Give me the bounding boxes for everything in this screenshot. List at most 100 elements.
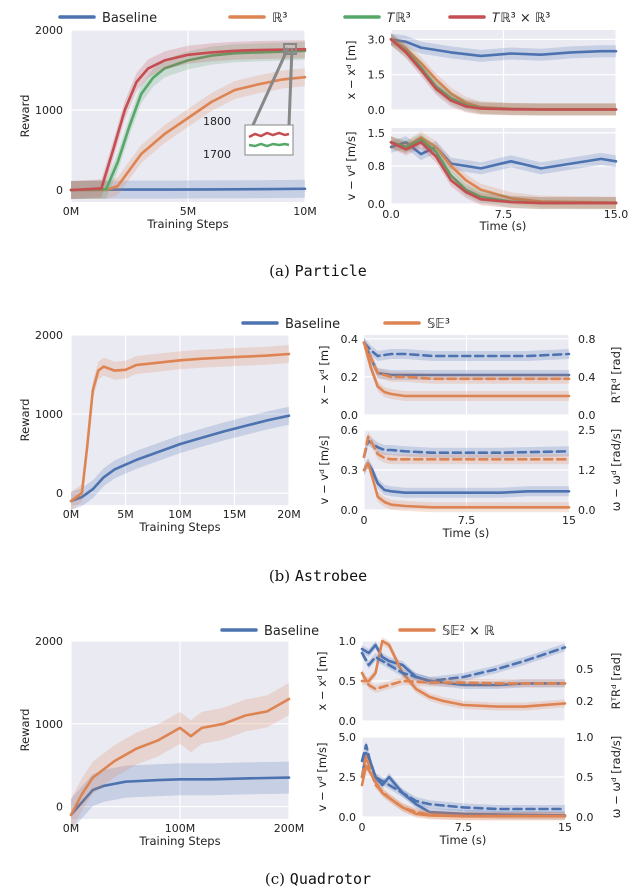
quadrotor-time-xtick: 7.5: [455, 821, 473, 834]
quadrotor-time-xtick: 0: [359, 821, 366, 834]
particle-position-series-0-band: [391, 33, 616, 62]
astrobee-omega-ylabel: ω − ωᵈ [rad/s]: [609, 429, 623, 511]
quadrotor-omega-ytick: 0.0: [576, 811, 594, 824]
astrobee-time-xtick: 7.5: [458, 514, 476, 527]
particle-time-xtick: 0.0: [382, 208, 400, 221]
quadrotor-position-series-3-band: [362, 669, 565, 693]
astrobee-reward-xtick: 20M: [277, 508, 301, 521]
quadrotor-caption-name: Quadrotor: [290, 870, 371, 888]
inset-panel: [244, 124, 294, 156]
particle-time-xtick: 7.5: [495, 208, 513, 221]
astrobee-reward-series-1-band: [71, 345, 289, 510]
astrobee-position-series-3-band: [364, 337, 569, 384]
particle-position-series-3-band: [391, 33, 616, 116]
quadrotor-omega-ytick: 1.0: [576, 731, 594, 744]
quadrotor-time-xtick: 15: [558, 821, 572, 834]
particle-legend-label: ℝ³: [272, 11, 288, 26]
astrobee-reward-series-0-line: [69, 414, 291, 503]
particle-reward-series-3-band: [71, 40, 305, 200]
particle-position-ylabel: x − xᵈ [m]: [344, 40, 358, 99]
quadrotor-reward-xlabel: Training Steps: [138, 834, 220, 848]
quadrotor-velocity-series-3-band: [362, 752, 565, 821]
quadrotor-caption: (c) Quadrotor: [265, 870, 371, 888]
particle-reward-xtick: 5M: [180, 205, 197, 218]
particle-velocity-ylabel: v − vᵈ [m/s]: [344, 132, 358, 201]
astrobee-rot-ylabel: RᵀRᵈ [rad]: [609, 347, 623, 404]
particle-reward-series-2-band: [71, 41, 305, 199]
astrobee-position-series-1-band: [364, 337, 569, 401]
astrobee-reward-xtick: 5M: [117, 508, 134, 521]
astrobee-position-ytick: 0.2: [341, 371, 359, 384]
inset-connector: [251, 47, 290, 126]
quadrotor-reward-xtick: 100M: [165, 822, 196, 835]
astrobee-position-series-1-line: [362, 341, 571, 398]
astrobee-velocity-ytick: 0.3: [341, 464, 359, 477]
particle-caption-name: Particle: [295, 262, 367, 280]
inset-connector: [287, 47, 294, 126]
quadrotor-position-ylabel: x − xᵈ [m]: [315, 651, 329, 710]
quadrotor-caption-prefix: (c): [265, 870, 290, 888]
particle-velocity-series-2-band: [391, 133, 616, 210]
quadrotor-reward-series-0-line: [69, 776, 291, 817]
particle-reward-series-1-band: [71, 68, 305, 199]
astrobee-velocity-series-2-band: [364, 435, 569, 462]
astrobee-position-series-2-line: [362, 341, 571, 358]
astrobee-reward-ylabel: Reward: [18, 399, 32, 442]
astrobee-velocity-series-0-line: [362, 462, 571, 494]
quadrotor-position-series-2-band: [362, 643, 565, 685]
quadrotor-reward-xtick: 200M: [274, 822, 305, 835]
particle-velocity-ytick: 0.0: [368, 198, 386, 211]
quadrotor-rot-ylabel: RᵀRᵈ [rad]: [609, 653, 623, 710]
astrobee-legend-label: 𝕊𝔼³: [427, 317, 450, 332]
particle-reward-xtick: 10M: [293, 205, 317, 218]
quadrotor-position-ytick: 0.0: [339, 715, 357, 728]
quadrotor-velocity-ytick: 0.0: [339, 811, 357, 824]
astrobee-reward-xlabel: Training Steps: [138, 520, 220, 534]
particle-reward-series-3-line: [69, 47, 307, 192]
astrobee-position-ylabel: x − xᵈ [m]: [317, 345, 331, 404]
astrobee-velocity-series-0-band: [364, 458, 569, 498]
particle-reward-series-1-line: [69, 75, 307, 192]
astrobee-reward-ytick: 1000: [35, 408, 63, 421]
astrobee-omega-ytick: 1.2: [578, 464, 596, 477]
particle-position-ytick: 1.5: [368, 69, 386, 82]
astrobee-legend-label: Baseline: [285, 317, 340, 332]
astrobee-time-xtick: 15: [562, 514, 576, 527]
particle-velocity-series-0-line: [389, 141, 618, 170]
quadrotor-legend-label: Baseline: [264, 624, 319, 639]
quadrotor-time-xlabel: Time (s): [439, 833, 487, 847]
particle-caption: (a) Particle: [269, 262, 367, 280]
particle-reward-xtick: 0M: [63, 205, 80, 218]
quadrotor-velocity-series-2-line: [360, 743, 567, 811]
particle-reward-ylabel: Reward: [18, 95, 32, 138]
quadrotor-velocity-series-2-band: [362, 741, 565, 813]
astrobee-velocity-series-1-line: [362, 462, 571, 509]
astrobee-rot-ytick: 0.0: [578, 409, 596, 422]
particle-reward-series-2-line: [69, 49, 307, 192]
astrobee-position-ytick: 0.4: [341, 333, 359, 346]
quadrotor-rot-ytick: 0.2: [576, 695, 594, 708]
particle-time-xlabel: Time (s): [479, 219, 527, 233]
astrobee-omega-ytick: 0.0: [578, 504, 596, 517]
quadrotor-velocity-ytick: 5.0: [339, 731, 357, 744]
particle-velocity-series-1-band: [391, 131, 616, 209]
particle-caption-prefix: (a): [269, 262, 294, 280]
particle-legend-label: 𝑇ℝ³ × ℝ³: [492, 11, 550, 26]
particle-position-ytick: 0.0: [368, 104, 386, 117]
particle-velocity-series-3-line: [389, 141, 618, 205]
particle-reward-ytick: 2000: [35, 24, 63, 37]
astrobee-reward-xtick: 10M: [168, 508, 192, 521]
quadrotor-velocity-series-1-band: [362, 761, 565, 821]
astrobee-reward-series-0-band: [71, 406, 289, 510]
astrobee-omega-ytick: 2.5: [578, 424, 596, 437]
quadrotor-position-series-3-line: [360, 671, 567, 691]
astrobee-caption-prefix: (b): [269, 567, 295, 585]
inset-series-red: [248, 131, 290, 139]
astrobee-velocity-series-3-band: [364, 431, 569, 465]
quadrotor-reward-xtick: 0M: [63, 822, 80, 835]
quadrotor-position-series-1-line: [360, 639, 567, 708]
particle-legend-label: Baseline: [102, 11, 157, 26]
quadrotor-reward-series-1-line: [69, 697, 291, 817]
astrobee-rot-ytick: 0.8: [578, 333, 596, 346]
